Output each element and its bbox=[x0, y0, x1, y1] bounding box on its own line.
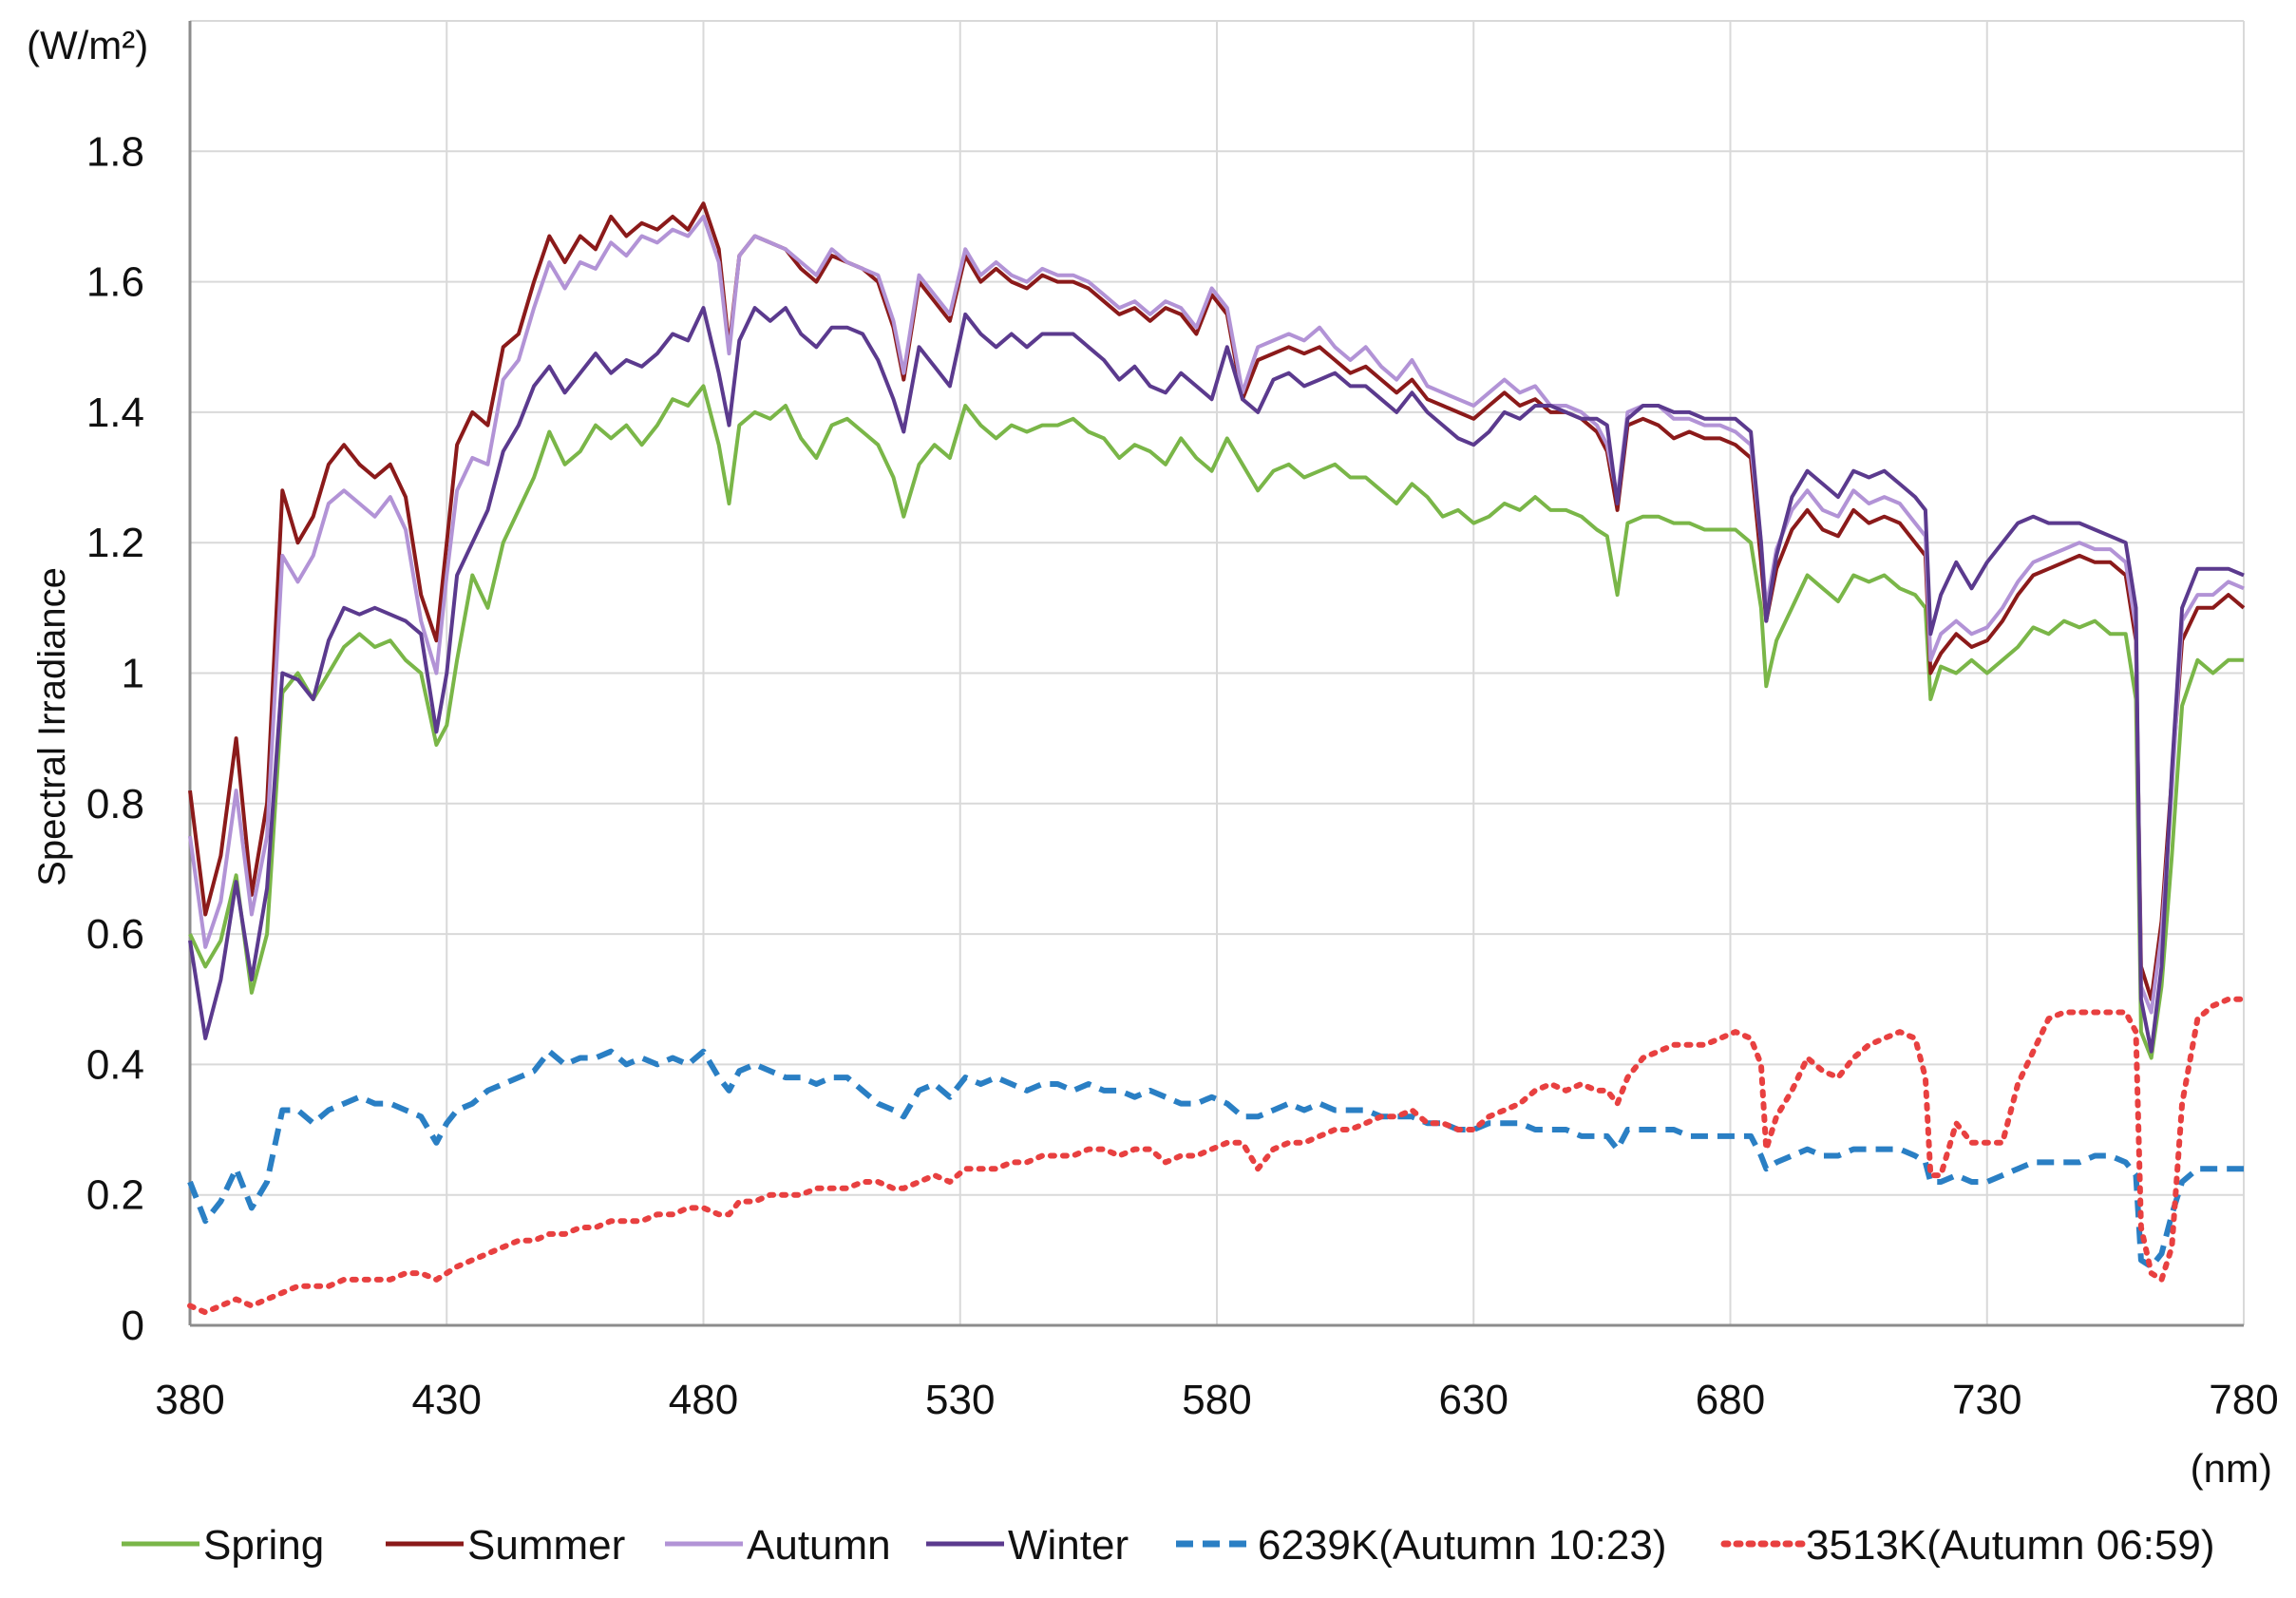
x-tick-label: 680 bbox=[1696, 1377, 1765, 1423]
x-tick-label: 430 bbox=[412, 1377, 482, 1423]
x-tick-label: 580 bbox=[1182, 1377, 1251, 1423]
y-tick-label: 1.8 bbox=[86, 128, 144, 175]
axes bbox=[188, 21, 2244, 1327]
gridlines bbox=[190, 20, 2245, 1325]
y-tick-label: 1.4 bbox=[86, 390, 144, 436]
x-axis-unit: (nm) bbox=[2191, 1446, 2272, 1491]
series-lines bbox=[187, 201, 2247, 1316]
y-tick-label: 0.8 bbox=[86, 781, 144, 828]
y-tick-label: 1.2 bbox=[86, 520, 144, 566]
series-line-5 bbox=[187, 996, 2247, 1316]
tick-labels: 0 0.2 0.4 0.6 0.8 1 1.2 1.4 1.6 1.8 380 430 480 530 58… bbox=[86, 128, 2279, 1423]
x-tick-label: 380 bbox=[155, 1377, 224, 1423]
y-tick-label: 1.6 bbox=[86, 259, 144, 306]
y-tick-label: 0.6 bbox=[86, 911, 144, 958]
y-tick-label: 0 bbox=[122, 1303, 144, 1349]
x-tick-label: 780 bbox=[2209, 1377, 2278, 1423]
y-tick-label: 0.4 bbox=[86, 1041, 144, 1088]
x-tick-label: 630 bbox=[1439, 1377, 1509, 1423]
y-axis-unit: (W/m²) bbox=[27, 23, 148, 67]
y-axis-title: Spectral Irradiance bbox=[31, 567, 73, 886]
legend: Spring Summer Autumn Winter 6239K(Autumn 10:… bbox=[122, 1522, 2215, 1569]
legend-label-2: Autumn bbox=[747, 1522, 891, 1569]
legend-label-4: 6239K(Autumn 10:23) bbox=[1258, 1522, 1667, 1569]
x-tick-label: 480 bbox=[669, 1377, 738, 1423]
legend-label-1: Summer bbox=[467, 1522, 625, 1569]
legend-label-0: Spring bbox=[203, 1522, 324, 1569]
x-tick-label: 530 bbox=[925, 1377, 995, 1423]
x-tick-label: 730 bbox=[1952, 1377, 2021, 1423]
y-tick-label: 0.2 bbox=[86, 1172, 144, 1219]
y-tick-label: 1 bbox=[122, 651, 144, 697]
legend-label-3: Winter bbox=[1008, 1522, 1129, 1569]
series-line-3 bbox=[188, 306, 2245, 1054]
legend-label-5: 3513K(Autumn 06:59) bbox=[1806, 1522, 2215, 1569]
series-line-4 bbox=[187, 1048, 2244, 1270]
